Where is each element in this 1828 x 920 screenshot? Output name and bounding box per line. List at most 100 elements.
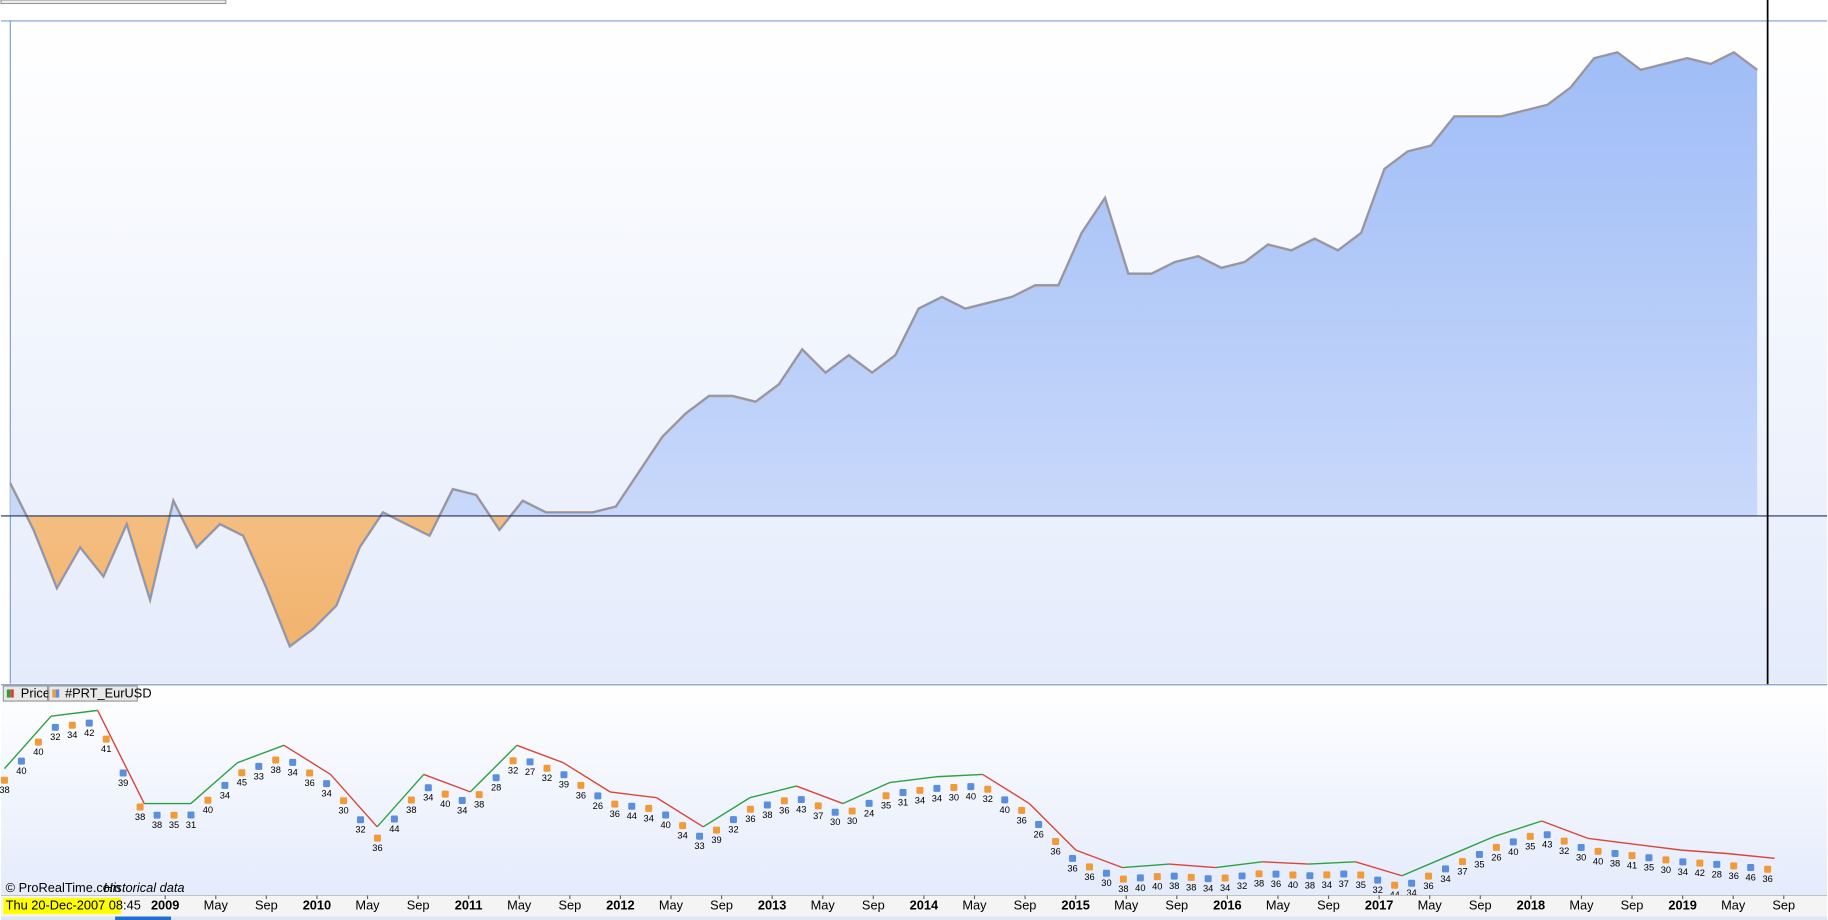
signal-label: 34 [915, 795, 925, 805]
x-tick-label: May [204, 897, 229, 912]
signal-label: 38 [1169, 881, 1179, 891]
signal-icon [1645, 854, 1653, 862]
signal-icon [1391, 881, 1399, 889]
legend-item[interactable] [48, 685, 138, 702]
signal-label: 32 [508, 766, 518, 776]
signal-label: 28 [491, 783, 501, 793]
signal-icon [1357, 871, 1365, 879]
x-tick-label: 2017 [1365, 897, 1393, 912]
signal-label: 37 [813, 811, 823, 821]
signal-icon [1255, 870, 1263, 878]
x-tick-label: May [962, 897, 987, 912]
signal-icon [1187, 873, 1195, 881]
signal-icon [560, 771, 568, 779]
signal-label: 30 [847, 816, 857, 826]
legend-swatch [6, 689, 11, 698]
signal-label: 38 [762, 810, 772, 820]
signal-icon [577, 781, 585, 789]
signal-label: 40 [1152, 882, 1162, 892]
signal-label: 32 [728, 825, 738, 835]
signal-label: 39 [559, 780, 569, 790]
price-segment [330, 773, 378, 828]
signal-icon [1340, 870, 1348, 878]
signal-icon [306, 769, 314, 777]
signal-label: 31 [898, 797, 908, 807]
signal-label: 38 [271, 765, 281, 775]
signal-icon [1238, 872, 1246, 880]
signal-icon [1001, 796, 1009, 804]
x-tick-label: Sep [862, 897, 885, 912]
signal-icon [814, 802, 822, 810]
signal-icon [916, 786, 924, 794]
price-segment [1541, 820, 1589, 840]
signal-label: 30 [338, 806, 348, 816]
footer-note: Historical data [103, 880, 184, 895]
signal-icon [1696, 859, 1704, 867]
signal-icon [679, 822, 687, 830]
legend-item[interactable] [2, 685, 49, 702]
signal-icon [1492, 843, 1500, 851]
signal-icon [1204, 875, 1212, 883]
signal-icon [1018, 806, 1026, 814]
x-tick-label: 2013 [758, 897, 786, 912]
signal-label: 36 [745, 814, 755, 824]
signal-label: 34 [932, 793, 942, 803]
signal-label: 40 [1000, 805, 1010, 815]
signal-icon [1747, 864, 1755, 872]
signal-icon [170, 811, 178, 819]
price-segment [1634, 843, 1682, 851]
signal-icon [187, 811, 195, 819]
signal-icon [153, 811, 161, 819]
price-segment [1168, 863, 1216, 869]
signal-icon [1713, 860, 1721, 868]
signal-label: 46 [1745, 872, 1755, 882]
signal-label: 34 [457, 805, 467, 815]
signal-icon [1577, 843, 1585, 851]
x-tick-label: May [659, 897, 684, 912]
status-tab[interactable] [115, 916, 172, 920]
signal-label: 36 [1067, 863, 1077, 873]
signal-icon [1543, 831, 1551, 839]
signal-label: 32 [1559, 846, 1569, 856]
x-tick-label: 2014 [910, 897, 939, 912]
signal-icon [1475, 850, 1483, 858]
signal-label: 26 [1033, 829, 1043, 839]
legend-swatch [10, 689, 14, 698]
signal-icon [780, 797, 788, 805]
x-tick-label: 2010 [303, 897, 331, 912]
signal-label: 42 [84, 728, 94, 738]
signal-icon [0, 776, 8, 784]
signal-icon [848, 807, 856, 815]
signal-icon [526, 758, 534, 766]
signal-label: 36 [1271, 879, 1281, 889]
signal-label: 45 [237, 778, 247, 788]
signal-icon [746, 805, 754, 813]
signal-icon [1458, 858, 1466, 866]
signal-icon [1085, 863, 1093, 871]
signal-icon [1035, 821, 1043, 829]
signal-icon [1526, 832, 1534, 840]
x-tick-label: 2015 [1061, 897, 1089, 912]
signal-icon [1594, 847, 1602, 855]
signal-label: 36 [1017, 815, 1027, 825]
signal-label: 40 [1288, 880, 1298, 890]
signal-label: 38 [1118, 884, 1128, 894]
signal-icon [1170, 872, 1178, 880]
x-tick-label: May [1114, 897, 1139, 912]
signal-label: 43 [1542, 840, 1552, 850]
signal-label: 26 [1491, 852, 1501, 862]
signal-label: 36 [1729, 871, 1739, 881]
signal-label: 35 [169, 820, 179, 830]
cursor-date-box [3, 897, 121, 915]
price-segment [1262, 861, 1309, 865]
signal-icon [1560, 837, 1568, 845]
signal-icon [899, 789, 907, 797]
signal-icon [407, 796, 415, 804]
signal-label: 40 [33, 747, 43, 757]
signal-icon [289, 758, 297, 766]
x-tick-label: May [507, 897, 532, 912]
price-segment [563, 762, 611, 793]
signal-label: 26 [593, 801, 603, 811]
price-segment [1028, 803, 1077, 851]
x-tick-label: Sep [710, 897, 733, 912]
